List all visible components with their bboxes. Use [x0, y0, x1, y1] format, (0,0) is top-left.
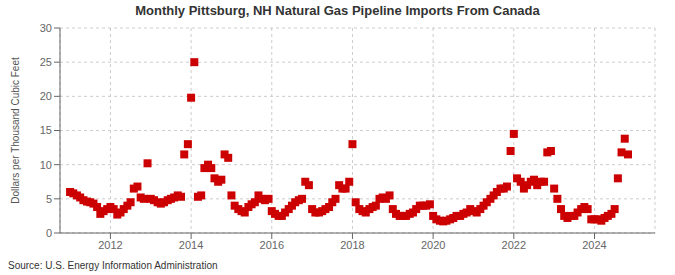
html-text:Monthly Pittsburg, NH Natural: Monthly Pittsburg, NH Natural Gas Pipeli…: [135, 3, 540, 18]
svg-text:2018: 2018: [340, 239, 364, 251]
html-text:Source: U.S. Energy Informatio: Source: U.S. Energy Information Administ…: [8, 260, 218, 271]
svg-text:15: 15: [40, 124, 52, 136]
svg-text:30: 30: [40, 22, 52, 34]
svg-text:2022: 2022: [502, 239, 526, 251]
svg-text:2016: 2016: [260, 239, 284, 251]
svg-text:2014: 2014: [179, 239, 203, 251]
svg-text:2012: 2012: [98, 239, 122, 251]
svg-text:Dollars per Thousand Cubic Fee: Dollars per Thousand Cubic Feet: [10, 57, 21, 204]
svg-text:25: 25: [40, 56, 52, 68]
svg-text:5: 5: [46, 193, 52, 205]
svg-text:10: 10: [40, 159, 52, 171]
svg-text:2024: 2024: [582, 239, 606, 251]
svg-text:20: 20: [40, 90, 52, 102]
svg-text:2020: 2020: [421, 239, 445, 251]
svg-text:0: 0: [46, 227, 52, 239]
